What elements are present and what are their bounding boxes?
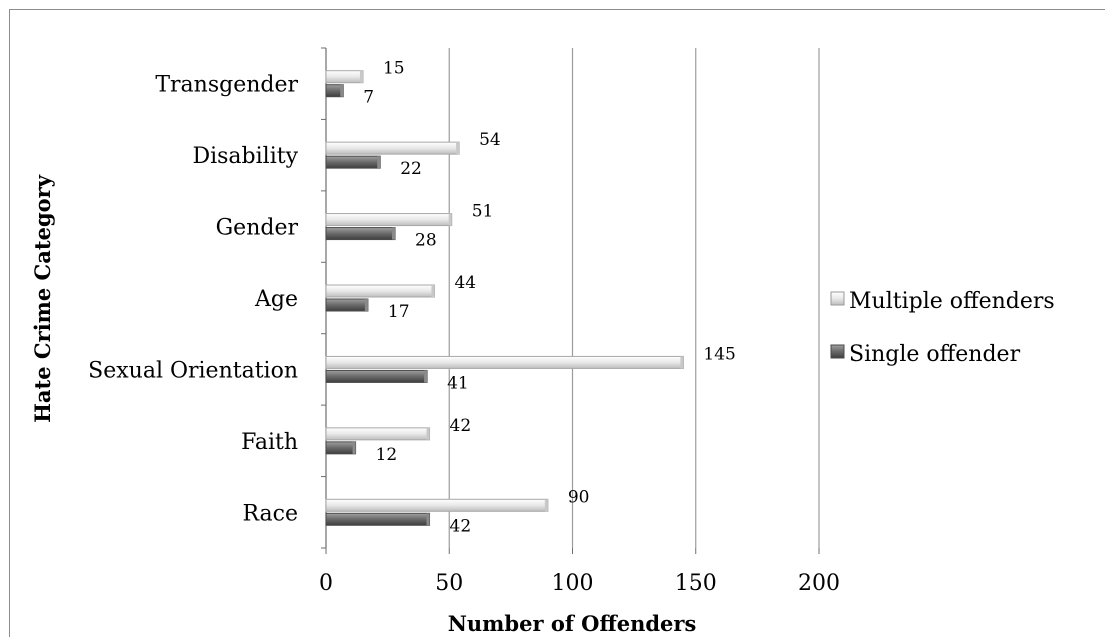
category-label-transgender: Transgender	[155, 73, 298, 98]
category-label-faith: Faith	[241, 430, 298, 455]
chart-frame	[9, 9, 1105, 637]
category-label-gender: Gender	[216, 216, 299, 241]
bar-multiple-sexual-orientation	[325, 355, 684, 369]
value-label-multiple-age: 44	[454, 273, 476, 293]
bar-single-age	[325, 298, 369, 312]
legend-swatch-single	[830, 344, 845, 359]
bar-single-faith	[325, 441, 357, 455]
bar-single-end-sexual-orientation	[424, 370, 428, 383]
value-label-single-age: 17	[388, 302, 410, 322]
bar-single-end-race	[426, 513, 430, 526]
x-tick-label-50: 50	[435, 571, 463, 596]
bar-multiple-end-transgender	[359, 70, 363, 83]
bar-single-end-transgender	[340, 84, 344, 97]
bar-multiple-gender	[325, 213, 453, 227]
bar-multiple-end-race	[544, 499, 548, 512]
category-label-race: Race	[242, 501, 298, 526]
bar-multiple-end-sexual-orientation	[680, 356, 684, 369]
bars	[325, 70, 684, 526]
bar-single-sexual-orientation	[325, 369, 428, 383]
bar-multiple-disability	[325, 141, 460, 155]
category-label-sexual-orientation: Sexual Orientation	[88, 358, 298, 383]
bar-single-disability	[325, 155, 381, 169]
value-label-multiple-gender: 51	[472, 202, 494, 222]
bar-single-end-disability	[377, 156, 381, 169]
value-label-multiple-transgender: 15	[383, 59, 405, 79]
category-label-age: Age	[254, 287, 298, 312]
labels: 0 50 100 150 200 Transgender 15 7 Disability 54 22…	[88, 59, 840, 596]
legend-label-single: Single offender	[849, 342, 1021, 367]
bar-multiple-transgender	[325, 70, 364, 84]
value-label-single-disability: 22	[400, 159, 422, 179]
bar-multiple-race	[325, 498, 549, 512]
bar-single-end-gender	[392, 227, 396, 240]
value-label-multiple-sexual-orientation: 145	[703, 344, 735, 364]
bar-multiple-age	[325, 284, 435, 298]
x-tick-label-200: 200	[798, 571, 840, 596]
value-label-multiple-faith: 42	[450, 416, 472, 436]
bar-multiple-faith	[325, 427, 431, 441]
x-tick-label-150: 150	[675, 571, 717, 596]
y-axis-title: Hate Crime Category	[30, 174, 55, 423]
legend-swatch-multiple	[830, 291, 845, 306]
bar-multiple-end-age	[431, 285, 435, 297]
bar-multiple-end-disability	[456, 142, 460, 155]
bar-single-end-faith	[352, 441, 356, 454]
legend: Multiple offenders Single offender	[830, 289, 1055, 367]
value-label-single-transgender: 7	[363, 88, 374, 108]
bar-single-race	[325, 512, 431, 526]
bar-single-end-age	[364, 299, 368, 311]
value-label-multiple-disability: 54	[479, 130, 501, 150]
value-label-single-sexual-orientation: 41	[447, 373, 469, 393]
value-label-multiple-race: 90	[568, 487, 590, 507]
x-tick-label-100: 100	[552, 571, 594, 596]
value-label-single-gender: 28	[415, 231, 437, 251]
bar-single-gender	[325, 227, 396, 241]
bar-multiple-end-faith	[426, 427, 430, 440]
x-tick-label-0: 0	[319, 571, 333, 596]
legend-label-multiple: Multiple offenders	[849, 289, 1055, 314]
category-label-disability: Disability	[192, 144, 298, 169]
grid-lines	[321, 47, 820, 554]
value-label-single-race: 42	[450, 516, 472, 536]
bar-multiple-end-gender	[448, 213, 452, 226]
x-axis-title: Number of Offenders	[448, 611, 697, 636]
value-label-single-faith: 12	[376, 445, 398, 465]
